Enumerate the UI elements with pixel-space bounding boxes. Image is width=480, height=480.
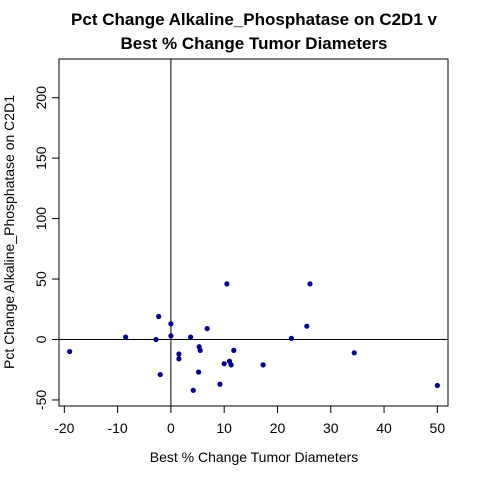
y-axis: -50 0 50 100 150 200 (33, 86, 60, 410)
data-point (217, 381, 223, 387)
data-point (228, 362, 234, 368)
y-tick-label: 150 (33, 146, 49, 170)
x-tick-label: -20 (54, 420, 74, 436)
x-tick-label: 30 (323, 420, 339, 436)
x-tick-label: 40 (376, 420, 392, 436)
data-point (204, 326, 210, 332)
data-point (231, 347, 237, 353)
data-point (168, 321, 174, 327)
y-axis-label: Pct Change Alkaline_Phosphatase on C2D1 (1, 95, 17, 369)
data-points (67, 281, 440, 393)
x-tick-label: -10 (107, 420, 127, 436)
x-tick-label: 10 (216, 420, 232, 436)
y-tick-label: 0 (33, 335, 49, 343)
data-point (196, 369, 202, 375)
x-tick-label: 20 (270, 420, 286, 436)
data-point (123, 334, 129, 340)
data-point (307, 281, 313, 287)
data-point (224, 281, 230, 287)
data-point (221, 361, 227, 367)
x-tick-label: 0 (167, 420, 175, 436)
data-point (190, 387, 196, 393)
data-point (67, 348, 73, 355)
data-point (188, 334, 194, 340)
data-point (176, 351, 182, 357)
data-point (351, 350, 357, 356)
data-point (157, 371, 163, 378)
x-axis: -20 -10 0 10 20 30 40 50 (54, 405, 446, 436)
data-point (176, 356, 182, 362)
data-point (197, 347, 203, 353)
plot-frame (58, 58, 449, 407)
chart-title-line-1: Pct Change Alkaline_Phosphatase on C2D1 … (71, 10, 437, 29)
x-tick-label: 50 (430, 420, 446, 436)
data-point (260, 362, 266, 368)
y-tick-label: 50 (33, 271, 49, 287)
chart-title-line-2: Best % Change Tumor Diameters (120, 34, 387, 53)
data-point (153, 336, 159, 343)
y-tick-label: 100 (33, 207, 49, 231)
x-axis-label: Best % Change Tumor Diameters (150, 449, 359, 465)
data-point (304, 323, 310, 329)
data-point (288, 335, 294, 341)
y-tick-label: 200 (33, 86, 49, 110)
data-point (434, 382, 440, 389)
data-point (156, 313, 162, 320)
data-point (168, 333, 174, 339)
y-tick-label: -50 (33, 390, 49, 410)
